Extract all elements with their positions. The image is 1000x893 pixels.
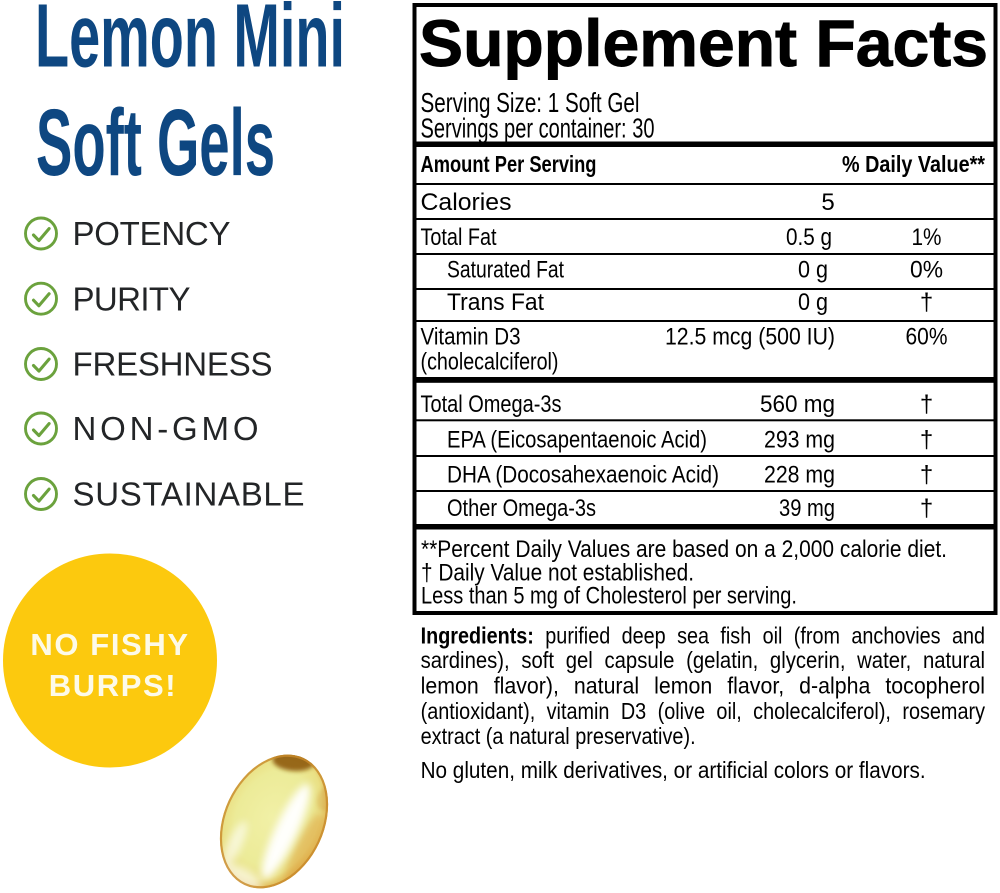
svg-text:†: †	[920, 426, 933, 453]
svg-text:0%: 0%	[910, 257, 943, 284]
svg-text:SUSTAINABLE: SUSTAINABLE	[73, 476, 305, 513]
svg-text:†: †	[920, 391, 933, 418]
svg-text:(cholecalciferol): (cholecalciferol)	[421, 349, 559, 376]
svg-text:Less than 5 mg of Cholesterol: Less than 5 mg of Cholesterol per servin…	[421, 583, 797, 610]
svg-text:0 g: 0 g	[798, 289, 828, 316]
svg-text:% Daily Value**: % Daily Value**	[842, 151, 985, 177]
svg-text:Calories: Calories	[421, 189, 512, 216]
svg-text:5: 5	[821, 189, 834, 216]
svg-text:Vitamin D3: Vitamin D3	[421, 324, 521, 351]
svg-text:Soft Gels: Soft Gels	[36, 90, 275, 196]
svg-text:Ingredients: purified deep sea: Ingredients: purified deep sea fish oil …	[421, 622, 985, 648]
svg-text:NO FISHY: NO FISHY	[30, 627, 189, 662]
svg-text:Trans Fat: Trans Fat	[447, 289, 544, 316]
svg-text:PURITY: PURITY	[73, 280, 191, 317]
svg-text:560 mg: 560 mg	[760, 391, 835, 418]
svg-text:Total Fat: Total Fat	[421, 224, 497, 251]
svg-text:Serving Size: 1 Soft Gel: Serving Size: 1 Soft Gel	[421, 87, 640, 118]
svg-text:39 mg: 39 mg	[779, 495, 835, 522]
svg-text:Supplement Facts: Supplement Facts	[419, 6, 988, 80]
svg-text:Saturated Fat: Saturated Fat	[447, 257, 564, 284]
svg-text:0 g: 0 g	[798, 257, 828, 284]
svg-text:†: †	[920, 495, 933, 522]
svg-text:lemon flavor), natural lemon f: lemon flavor), natural lemon flavor, d-a…	[421, 673, 985, 699]
svg-text:1%: 1%	[912, 224, 942, 251]
svg-text:BURPS!: BURPS!	[49, 668, 177, 703]
svg-text:No gluten, milk derivatives, o: No gluten, milk derivatives, or artifici…	[421, 757, 926, 783]
svg-text:0.5 g: 0.5 g	[786, 224, 832, 251]
svg-text:POTENCY: POTENCY	[73, 215, 231, 252]
svg-text:12.5 mcg (500 IU): 12.5 mcg (500 IU)	[665, 324, 835, 351]
svg-text:293 mg: 293 mg	[764, 426, 835, 453]
svg-text:sardines), soft gel capsule (g: sardines), soft gel capsule (gelatin, gl…	[421, 647, 985, 673]
svg-text:228 mg: 228 mg	[764, 461, 835, 488]
svg-text:Servings per container: 30: Servings per container: 30	[421, 113, 655, 144]
svg-text:Lemon Mini: Lemon Mini	[35, 0, 345, 86]
svg-text:Other Omega-3s: Other Omega-3s	[447, 495, 596, 522]
svg-text:(antioxidant), vitamin D3 (oli: (antioxidant), vitamin D3 (olive oil, ch…	[421, 698, 986, 724]
svg-text:DHA (Docosahexaenoic Acid): DHA (Docosahexaenoic Acid)	[447, 461, 719, 488]
svg-text:†: †	[920, 289, 933, 316]
svg-text:Total Omega-3s: Total Omega-3s	[421, 391, 562, 418]
svg-text:EPA (Eicosapentaenoic Acid): EPA (Eicosapentaenoic Acid)	[447, 426, 707, 453]
svg-text:**Percent Daily Values are bas: **Percent Daily Values are based on a 2,…	[421, 536, 947, 563]
svg-text:60%: 60%	[906, 324, 948, 351]
svg-text:Amount Per Serving: Amount Per Serving	[421, 151, 597, 177]
svg-text:FRESHNESS: FRESHNESS	[73, 346, 273, 383]
svg-text:extract (a natural preservativ: extract (a natural preservative).	[421, 723, 696, 749]
svg-text:†: †	[920, 461, 933, 488]
svg-text:† Daily Value not established: † Daily Value not established.	[421, 560, 694, 587]
svg-text:NON-GMO: NON-GMO	[73, 410, 259, 447]
